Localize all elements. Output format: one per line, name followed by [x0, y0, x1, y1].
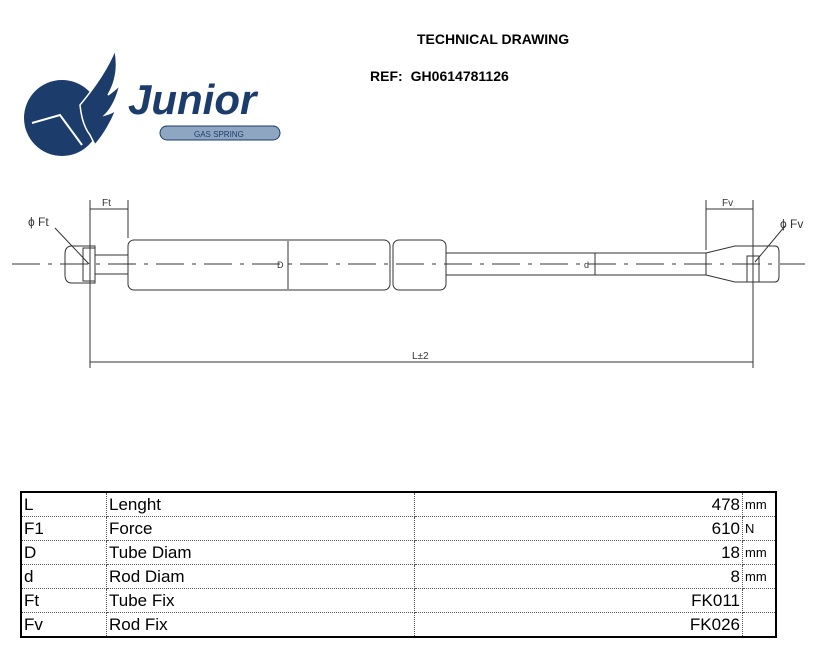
rod-diam-label: d	[584, 260, 589, 270]
spec-value: FK026	[414, 612, 743, 638]
tube-cap	[392, 239, 447, 291]
spec-row: D Tube Diam 18 mm	[20, 540, 777, 565]
spec-row: F1 Force 610 N	[20, 516, 777, 541]
gas-spring-drawing: Ft Fv ϕ Ft ϕ Fv D d L±2	[12, 198, 805, 368]
spec-unit: mm	[742, 540, 777, 565]
junior-gas-spring-logo: Junior GAS SPRING	[24, 47, 281, 156]
ref-label: REF:	[370, 68, 403, 84]
rod-end-fitting	[705, 245, 780, 283]
phi-ft-label: ϕ Ft	[28, 215, 49, 229]
spec-value: FK011	[414, 588, 743, 613]
spec-value: 8	[414, 564, 743, 589]
ref-row: REF: GH0614781126	[370, 68, 509, 84]
tube-diam-label: D	[277, 260, 284, 270]
spec-code: D	[20, 540, 107, 565]
spec-value: 478	[414, 491, 743, 517]
spec-name: Rod Fix	[106, 612, 415, 638]
spec-row: Fv Rod Fix FK026	[20, 612, 777, 638]
fv-dim-label: Fv	[722, 198, 733, 209]
spec-code: Ft	[20, 588, 107, 613]
spec-unit: mm	[742, 491, 777, 517]
ft-dim-label: Ft	[102, 198, 111, 209]
spec-code: L	[20, 491, 107, 517]
spec-unit: N	[742, 516, 777, 541]
length-label: L±2	[412, 351, 429, 362]
spec-row: Ft Tube Fix FK011	[20, 588, 777, 613]
spec-code: d	[20, 564, 107, 589]
page-title: TECHNICAL DRAWING	[417, 31, 570, 47]
tube-end-fitting	[64, 245, 96, 284]
spec-unit	[742, 588, 777, 613]
logo-brand-text: Junior	[128, 76, 259, 123]
spec-value: 610	[414, 516, 743, 541]
tube-body	[127, 239, 391, 291]
tube-fitting-eye	[82, 247, 96, 282]
logo-tagline-text: GAS SPRING	[194, 130, 244, 139]
spec-row: L Lenght 478 mm	[20, 491, 777, 517]
spec-name: Lenght	[106, 491, 415, 517]
spec-name: Force	[106, 516, 415, 541]
phi-fv-label: ϕ Fv	[780, 217, 803, 231]
spec-name: Tube Fix	[106, 588, 415, 613]
spec-value: 18	[414, 540, 743, 565]
spec-row: d Rod Diam 8 mm	[20, 564, 777, 589]
spec-unit: mm	[742, 564, 777, 589]
spec-unit	[742, 612, 777, 638]
spec-name: Rod Diam	[106, 564, 415, 589]
piston-rod	[445, 252, 707, 276]
spec-code: F1	[20, 516, 107, 541]
ref-value: GH0614781126	[410, 68, 509, 84]
spec-code: Fv	[20, 612, 107, 638]
spec-table: L Lenght 478 mm F1 Force 610 N D Tube Diam 18 mm d Ro…	[20, 491, 777, 638]
spec-name: Tube Diam	[106, 540, 415, 565]
